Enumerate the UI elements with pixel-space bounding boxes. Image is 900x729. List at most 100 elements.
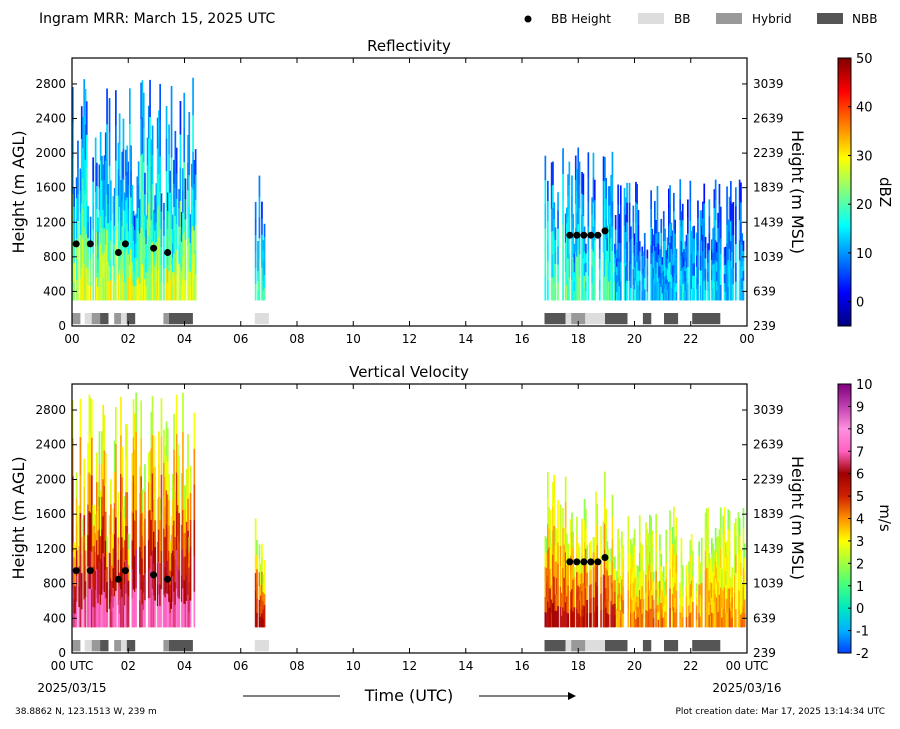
velocity-echo-cell <box>665 545 668 563</box>
reflectivity-echo-cell <box>547 240 549 261</box>
reflectivity-echo-cell <box>730 200 732 222</box>
reflectivity-echo-cell <box>145 229 148 244</box>
velocity-echo-cell <box>112 528 115 549</box>
reflectivity-echo-cell <box>261 283 263 301</box>
velocity-echo-cell <box>87 565 89 597</box>
reflectivity-echo-cell <box>187 162 189 191</box>
reflectivity-echo-cell <box>102 232 105 256</box>
reflectivity-echo-cell <box>659 257 661 267</box>
reflectivity-echo-cell <box>661 285 664 294</box>
reflectivity-echo-cell <box>726 205 728 225</box>
velocity-echo-cell <box>156 541 159 564</box>
velocity-echo-cell <box>661 590 664 600</box>
reflectivity-echo-cell <box>192 114 194 153</box>
velocity-echo-cell <box>577 585 580 600</box>
reflectivity-echo-cell <box>82 238 84 270</box>
velocity-echo-cell <box>573 576 576 588</box>
reflectivity-echo-cell <box>144 215 146 237</box>
reflectivity-echo-cell <box>741 255 744 268</box>
velocity-echo-cell <box>183 556 186 581</box>
velocity-echo-cell <box>160 398 163 437</box>
reflectivity-echo-cell <box>137 161 140 185</box>
velocity-echo-cell <box>567 585 569 600</box>
velocity-echo-cell <box>616 617 618 628</box>
velocity-echo-cell <box>547 575 549 602</box>
velocity-echo-cell <box>612 591 615 604</box>
velocity-echo-cell <box>175 433 178 473</box>
velocity-echo-cell <box>126 559 129 594</box>
reflectivity-echo-cell <box>183 127 186 163</box>
reflectivity-echo-cell <box>568 230 571 255</box>
reflectivity-echo-cell <box>638 250 641 262</box>
velocity-echo-cell <box>98 594 101 628</box>
velocity-echo-cell <box>577 613 580 628</box>
velocity-echo-cell <box>259 605 262 617</box>
velocity-echo-cell <box>172 524 174 551</box>
reflectivity-echo-cell <box>646 249 649 259</box>
velocity-echo-cell <box>164 566 167 598</box>
velocity-echo-cell <box>645 574 647 593</box>
velocity-echo-cell <box>163 429 165 463</box>
reflectivity-echo-cell <box>544 251 547 277</box>
velocity-echo-cell <box>75 524 78 551</box>
reflectivity-echo-cell <box>632 237 635 254</box>
reflectivity-echo-cell <box>193 253 196 278</box>
velocity-echo-cell <box>544 551 547 567</box>
velocity-echo-cell <box>113 440 116 473</box>
velocity-echo-cell <box>256 540 258 555</box>
velocity-y-tick-label: 2000 <box>35 472 66 486</box>
reflectivity-echo-cell <box>149 263 151 301</box>
reflectivity-echo-cell <box>669 223 671 244</box>
velocity-echo-cell <box>606 584 609 599</box>
reflectivity-echo-cell <box>145 257 148 273</box>
reflectivity-echo-cell <box>261 250 263 268</box>
velocity-echo-cell <box>622 613 625 628</box>
reflectivity-echo-cell <box>113 262 116 282</box>
velocity-echo-cell <box>549 607 552 628</box>
reflectivity-echo-cell <box>598 289 601 301</box>
velocity-echo-cell <box>550 599 553 614</box>
reflectivity-echo-cell <box>711 290 713 301</box>
velocity-echo-cell <box>180 575 183 602</box>
reflectivity-echo-cell <box>573 243 576 254</box>
reflectivity-echo-cell <box>134 215 136 231</box>
reflectivity-echo-cell <box>158 110 160 143</box>
reflectivity-echo-cell <box>187 245 189 273</box>
velocity-echo-cell <box>656 619 659 628</box>
reflectivity-echo-cell <box>702 283 704 301</box>
reflectivity-echo-cell <box>169 192 172 215</box>
reflectivity-echo-cell <box>166 192 169 211</box>
reflectivity-echo-cell <box>544 155 547 181</box>
velocity-echo-cell <box>740 601 742 615</box>
velocity-echo-cell <box>618 597 621 613</box>
reflectivity-echo-cell <box>623 262 626 282</box>
reflectivity-echo-cell <box>562 148 564 174</box>
reflectivity-echo-cell <box>104 244 107 273</box>
velocity-echo-cell <box>680 582 683 598</box>
velocity-echo-cell <box>578 546 581 561</box>
velocity-echo-cell <box>595 536 597 560</box>
reflectivity-echo-cell <box>174 215 177 245</box>
reflectivity-echo-cell <box>87 221 89 238</box>
reflectivity-echo-cell <box>122 209 125 240</box>
velocity-echo-cell <box>89 435 92 475</box>
reflectivity-echo-cell <box>681 235 684 253</box>
velocity-echo-cell <box>664 581 666 590</box>
velocity-echo-cell <box>659 534 661 551</box>
reflectivity-echo-cell <box>180 211 183 227</box>
velocity-echo-cell <box>144 599 146 628</box>
reflectivity-echo-cell <box>154 212 156 231</box>
velocity-echo-cell <box>711 567 713 584</box>
reflectivity-echo-cell <box>112 196 115 214</box>
reflectivity-echo-cell <box>144 278 146 301</box>
reflectivity-bb-height-point <box>566 231 574 239</box>
reflectivity-echo-cell <box>617 184 619 205</box>
velocity-echo-cell <box>168 499 170 526</box>
velocity-echo-cell <box>610 561 612 575</box>
reflectivity-echo-cell <box>689 180 692 201</box>
reflectivity-echo-cell <box>193 206 196 231</box>
velocity-y-tick-label: 0 <box>58 646 66 660</box>
velocity-echo-cell <box>142 609 145 628</box>
velocity-echo-cell <box>562 508 564 529</box>
reflectivity-echo-cell <box>155 261 158 281</box>
